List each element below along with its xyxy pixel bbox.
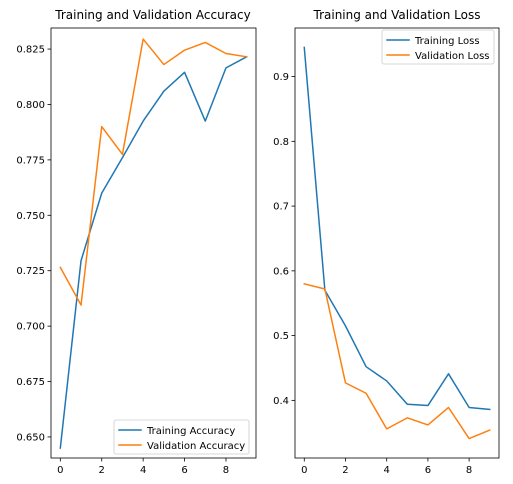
loss-x-tick-label: 8 <box>466 465 472 476</box>
accuracy-y-tick-label: 0.825 <box>16 45 45 56</box>
loss-legend: Training Loss Validation Loss <box>381 29 495 65</box>
loss-x-tick-label: 4 <box>384 465 390 476</box>
accuracy-y-tick-label: 0.725 <box>16 266 45 277</box>
training-loss-line <box>303 46 491 411</box>
legend-label-training-accuracy: Training Accuracy <box>146 426 235 437</box>
accuracy-y-tick-label: 0.675 <box>16 377 45 388</box>
accuracy-x-tick-label: 8 <box>223 465 229 476</box>
loss-y-tick-label: 0.9 <box>273 72 289 83</box>
loss-x-tick-label: 0 <box>301 465 307 476</box>
accuracy-chart: Training and Validation Accuracy 0 2 4 6 8 0.… <box>16 8 257 476</box>
accuracy-y-tick-label: 0.750 <box>16 211 45 222</box>
legend-label-validation-accuracy: Validation Accuracy <box>147 441 245 452</box>
loss-legend-box <box>381 29 495 65</box>
training-accuracy-line <box>59 55 248 449</box>
loss-x-tick-label: 2 <box>342 465 348 476</box>
loss-y-tick-label: 0.8 <box>273 137 289 148</box>
accuracy-x-tick-label: 0 <box>57 465 63 476</box>
accuracy-plot-frame <box>50 27 257 459</box>
loss-chart-title: Training and Validation Loss <box>313 8 481 22</box>
loss-plot-frame <box>294 27 500 459</box>
accuracy-y-tick-label: 0.800 <box>16 100 45 111</box>
loss-chart: Training and Validation Loss 0 2 4 6 8 0.4 0.5… <box>273 8 500 476</box>
loss-x-tick-label: 6 <box>425 465 431 476</box>
validation-accuracy-line <box>59 38 248 306</box>
accuracy-chart-title: Training and Validation Accuracy <box>54 8 250 22</box>
legend-label-validation-loss: Validation Loss <box>415 51 490 62</box>
legend-label-training-loss: Training Loss <box>414 36 480 47</box>
loss-y-tick-label: 0.6 <box>273 266 289 277</box>
accuracy-x-tick-label: 6 <box>181 465 187 476</box>
loss-y-tick-label: 0.7 <box>273 202 289 213</box>
accuracy-x-tick-label: 2 <box>99 465 105 476</box>
accuracy-x-tick-label: 4 <box>140 465 146 476</box>
accuracy-legend: Training Accuracy Validation Accuracy <box>113 419 250 455</box>
accuracy-y-tick-label: 0.700 <box>16 322 45 333</box>
validation-loss-line <box>303 282 491 440</box>
accuracy-legend-box <box>113 419 250 455</box>
accuracy-y-tick-label: 0.650 <box>16 432 45 443</box>
loss-y-tick-label: 0.4 <box>273 396 289 407</box>
accuracy-y-tick-label: 0.775 <box>16 155 45 166</box>
loss-y-tick-label: 0.5 <box>273 331 289 342</box>
